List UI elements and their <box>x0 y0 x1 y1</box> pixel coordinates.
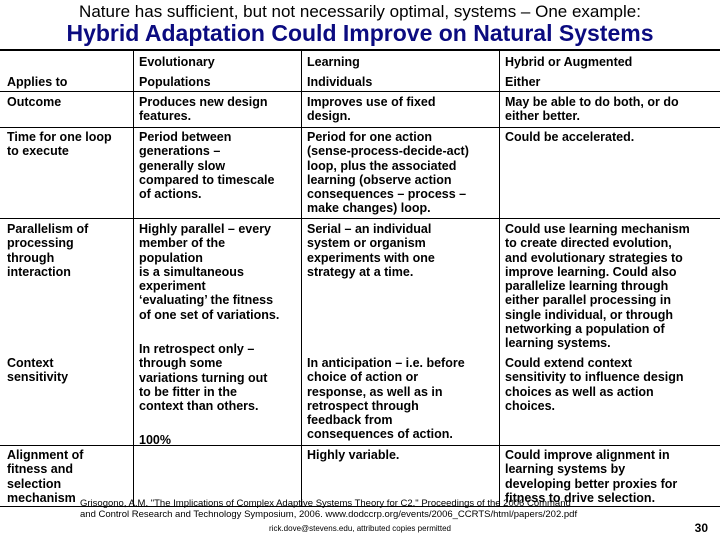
row-label: Applies to <box>7 75 68 89</box>
cell-evolutionary: In retrospect only – through some variat… <box>139 342 268 414</box>
cell-learning: Highly variable. <box>307 448 400 462</box>
table-rule <box>0 218 720 219</box>
column-header-hybrid: Hybrid or Augmented <box>505 55 633 69</box>
cell-hybrid: Could use learning mechanism to create d… <box>505 222 690 351</box>
cell-evolutionary: 100% <box>139 433 171 447</box>
slide-subtitle: Nature has sufficient, but not necessari… <box>79 2 641 21</box>
column-divider <box>499 51 500 506</box>
row-label: Time for one loop to execute <box>7 130 112 159</box>
page-number: 30 <box>694 521 708 535</box>
credit-line: rick.dove@stevens.edu, attributed copies… <box>269 524 451 533</box>
row-label: Outcome <box>7 95 62 109</box>
cell-hybrid: Could be accelerated. <box>505 130 635 144</box>
cell-hybrid: May be able to do both, or do either bet… <box>505 95 679 124</box>
cell-learning: Period for one action (sense-process-dec… <box>307 130 469 216</box>
cell-evolutionary: Period between generations – generally s… <box>139 130 275 202</box>
table-rule <box>0 445 720 446</box>
cell-hybrid: Either <box>505 75 541 89</box>
citation: Grisogono, A.M. "The Implications of Com… <box>80 498 578 520</box>
row-label: Parallelism of processing through intera… <box>7 222 89 279</box>
table-rule <box>0 127 720 128</box>
column-divider <box>133 51 134 506</box>
table-rule <box>0 91 720 92</box>
cell-learning: Individuals <box>307 75 373 89</box>
cell-learning: In anticipation – i.e. before choice of … <box>307 356 465 442</box>
column-divider <box>301 51 302 506</box>
cell-learning: Improves use of fixed design. <box>307 95 436 124</box>
column-header-evolutionary: Evolutionary <box>139 55 215 69</box>
title-divider <box>0 49 720 51</box>
cell-learning: Serial – an individual system or organis… <box>307 222 435 279</box>
cell-hybrid: Could improve alignment in learning syst… <box>505 448 678 505</box>
row-label: Context sensitivity <box>7 356 69 385</box>
cell-evolutionary: Produces new design features. <box>139 95 268 124</box>
slide-title: Hybrid Adaptation Could Improve on Natur… <box>66 20 654 46</box>
cell-evolutionary: Highly parallel – every member of the po… <box>139 222 280 322</box>
cell-evolutionary: Populations <box>139 75 211 89</box>
row-label: Alignment of fitness and selection mecha… <box>7 448 84 505</box>
cell-hybrid: Could extend context sensitivity to infl… <box>505 356 684 413</box>
table-rule <box>0 506 720 507</box>
column-header-learning: Learning <box>307 55 360 69</box>
